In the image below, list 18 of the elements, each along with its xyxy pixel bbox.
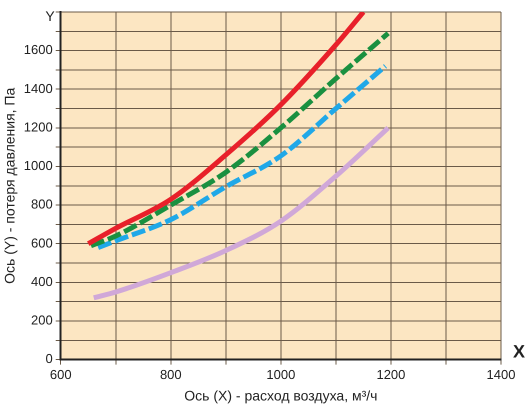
y-tick-label: 1000: [24, 158, 53, 174]
text: X: [513, 342, 526, 362]
y-tick-label: 1400: [24, 80, 53, 96]
x-tick-label: 800: [160, 366, 182, 382]
x-tick-label: 1400: [486, 366, 516, 382]
y-tick-label: 0: [45, 351, 53, 366]
x-tick-label: 600: [50, 366, 72, 382]
x-axis-title: Ось (X) - расход воздуха, м³/ч: [184, 387, 378, 404]
y-tick-label: 200: [31, 312, 53, 328]
text: Y: [45, 8, 56, 24]
y-tick-label: 1600: [24, 42, 53, 58]
x-tick-label: 1200: [376, 366, 406, 382]
y-tick-label: 600: [31, 235, 53, 250]
x-tick-label: 1000: [266, 366, 296, 382]
y-tick-label: 800: [31, 196, 53, 212]
y-tick-label: 1200: [24, 119, 53, 134]
y-tick-label: 400: [31, 274, 53, 289]
y-axis-title: Ось (Y) - потеря давления, Па: [1, 88, 18, 284]
